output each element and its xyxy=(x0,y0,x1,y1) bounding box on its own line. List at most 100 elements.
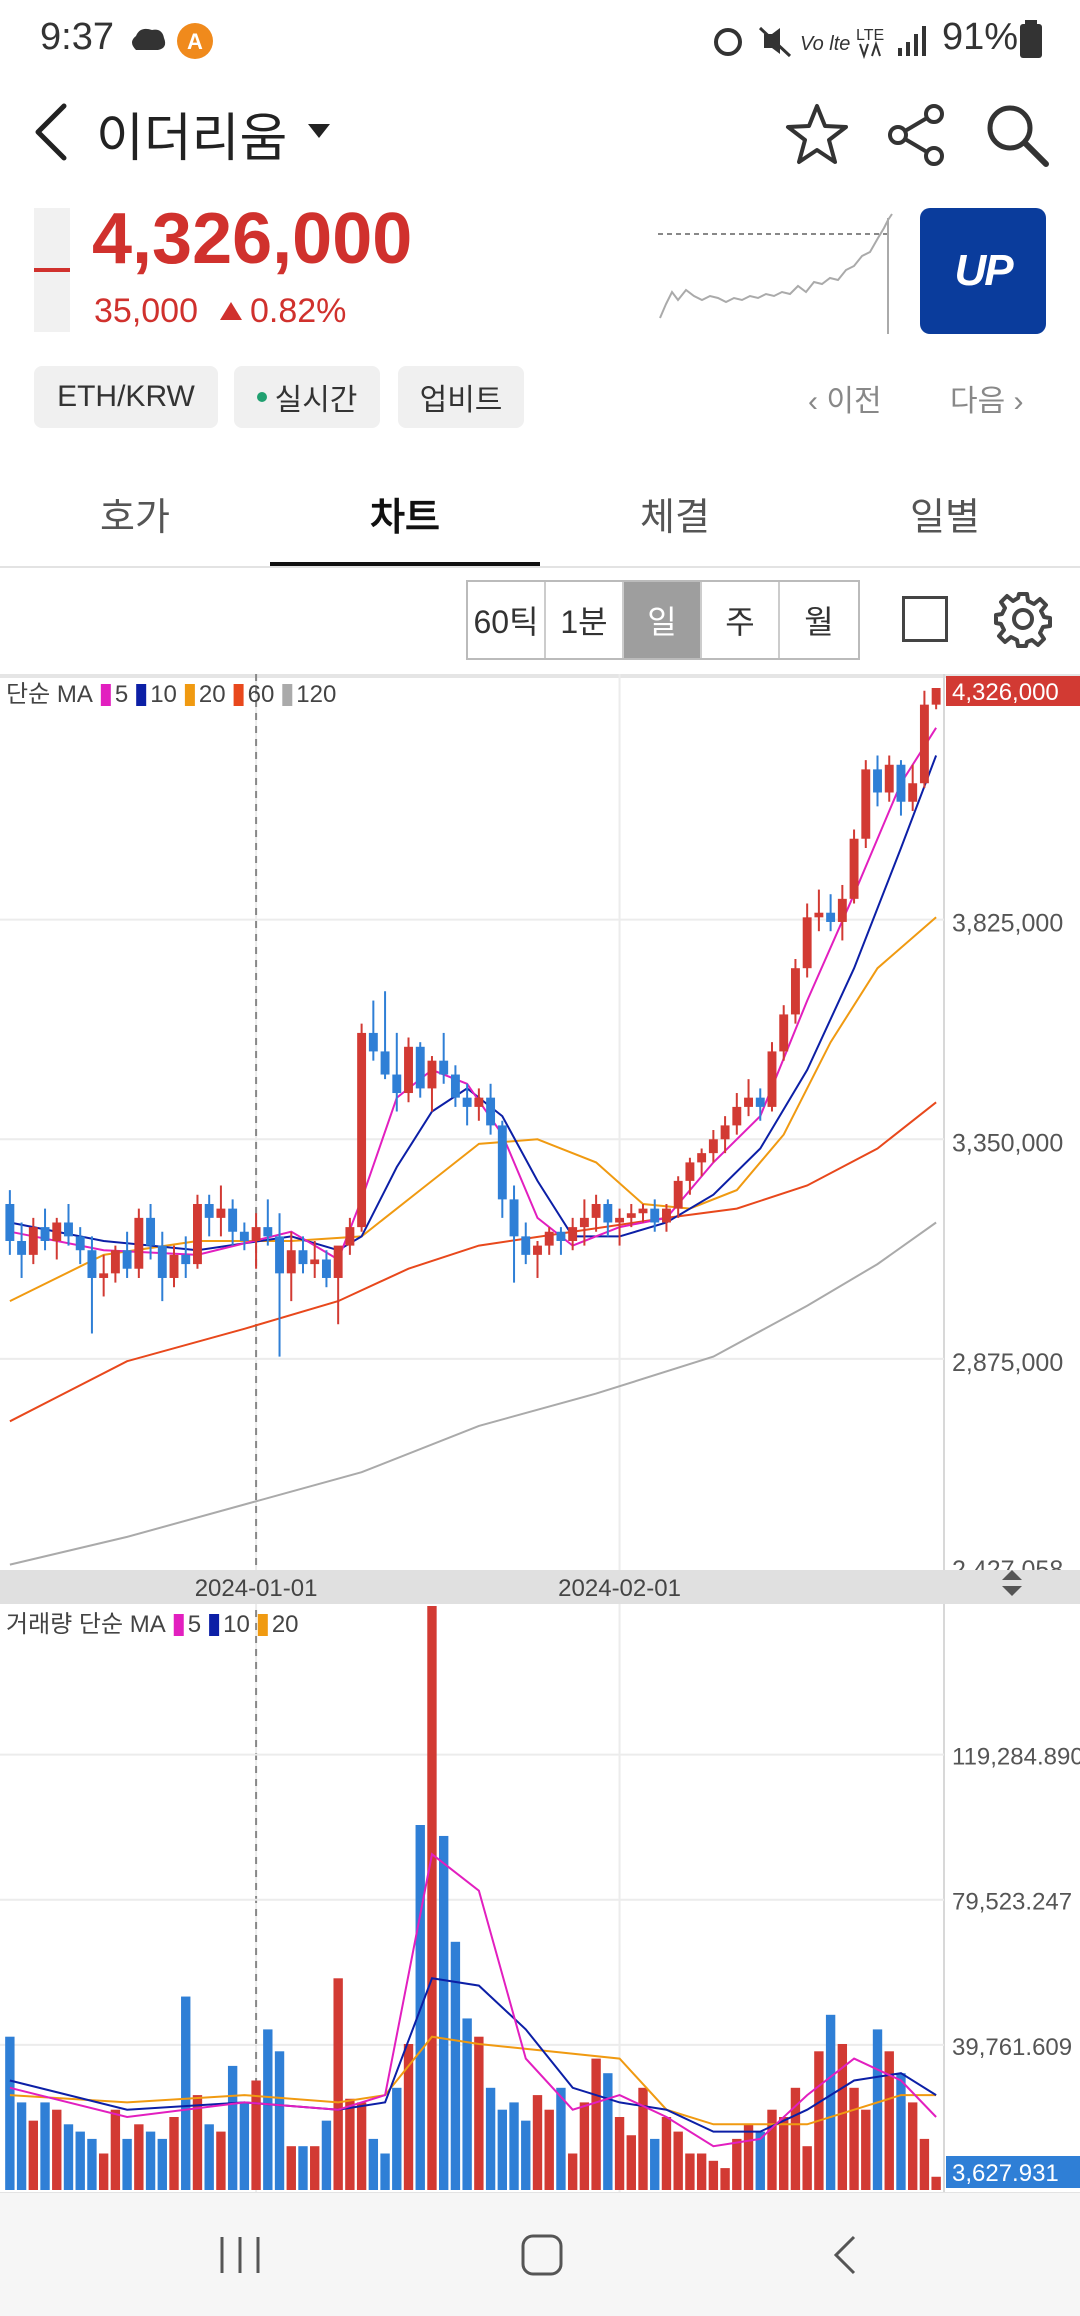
current-price-tag xyxy=(946,676,1080,706)
interval-selector: 60틱 1분 일 주 월 xyxy=(466,580,860,660)
volume-bar xyxy=(696,2153,707,2190)
fullscreen-square-icon[interactable] xyxy=(902,596,948,642)
volume-bar xyxy=(661,2117,672,2190)
volume-bar xyxy=(567,2153,578,2190)
tab-trades[interactable]: 체결 xyxy=(640,497,710,539)
candle-body xyxy=(708,1139,718,1154)
interval-day[interactable]: 일 xyxy=(624,582,702,658)
price-chart[interactable]: 3,825,0003,350,0002,875,0002,427,0582024… xyxy=(0,672,1080,2192)
candle-body xyxy=(169,1254,179,1278)
volume-bar xyxy=(169,2117,179,2190)
candle xyxy=(462,1083,472,1126)
recent-apps-icon[interactable] xyxy=(218,2235,262,2275)
volume-bar xyxy=(157,2138,167,2190)
dropdown-caret-icon[interactable] xyxy=(308,124,330,138)
candle-body xyxy=(286,1250,296,1274)
volume-bar xyxy=(544,2109,554,2190)
volume-bar xyxy=(743,2124,754,2190)
signal-icon xyxy=(898,48,902,56)
candle xyxy=(204,1194,214,1237)
tab-orderbook[interactable]: 호가 xyxy=(100,497,170,539)
candle xyxy=(181,1236,191,1278)
volume-bar xyxy=(462,2018,472,2190)
active-tab-indicator xyxy=(270,562,540,566)
price-legend-label: 단순 MA xyxy=(6,681,93,708)
interval-1min[interactable]: 1분 xyxy=(546,582,624,658)
volume-bar xyxy=(28,2120,39,2190)
candle-body xyxy=(533,1245,542,1255)
candle-body xyxy=(263,1227,273,1237)
candle-body xyxy=(615,1217,625,1223)
volume-bar xyxy=(145,2131,156,2190)
volume-bar xyxy=(403,2044,414,2190)
back-arrow-icon[interactable] xyxy=(30,100,74,164)
prev-label: 이전 xyxy=(826,385,882,418)
candle xyxy=(157,1231,167,1302)
candle-body xyxy=(861,769,871,839)
favorite-star-icon[interactable] xyxy=(782,100,852,170)
candle xyxy=(392,1032,402,1112)
tab-chart[interactable]: 차트 xyxy=(370,497,440,539)
volume-bar xyxy=(310,2146,320,2190)
tab-divider xyxy=(0,566,1080,568)
candle-body xyxy=(146,1217,156,1246)
candle-body xyxy=(802,917,812,969)
chart-top-border xyxy=(0,674,1080,678)
candle-body xyxy=(849,838,859,899)
legend-swatch xyxy=(100,684,111,706)
candle xyxy=(755,1088,765,1121)
volume-bar xyxy=(438,1835,449,2190)
volume-bar xyxy=(685,2153,695,2190)
candle xyxy=(708,1130,718,1163)
candle xyxy=(861,760,871,848)
battery-percent: 91% xyxy=(941,16,1018,58)
candle xyxy=(404,1037,413,1103)
chip-exchange[interactable]: 업비트 xyxy=(398,366,524,428)
candle xyxy=(345,1217,355,1255)
prev-button[interactable]: ‹ 이전 xyxy=(808,376,882,420)
volume-bar xyxy=(779,2117,789,2190)
next-button[interactable]: 다음 › xyxy=(950,376,1024,420)
candle-body xyxy=(345,1227,355,1246)
search-icon[interactable] xyxy=(982,100,1052,170)
date-strip xyxy=(0,1570,1080,1604)
resize-handle-icon[interactable] xyxy=(1002,1570,1022,1596)
chip-pair[interactable]: ETH/KRW xyxy=(34,366,218,428)
price-sparkline xyxy=(658,213,893,334)
candle xyxy=(509,1185,519,1283)
chip-realtime[interactable]: 실시간 xyxy=(234,366,380,428)
change-amount: 35,000 xyxy=(94,292,198,330)
candle xyxy=(849,829,859,904)
price-range-bar xyxy=(34,208,70,332)
candle xyxy=(64,1203,73,1246)
status-bar: 9:37 A Vo lte LTE 91% xyxy=(0,0,1080,80)
candle-body xyxy=(380,1051,390,1075)
home-icon[interactable] xyxy=(520,2233,564,2277)
candle-body xyxy=(544,1231,554,1246)
legend-item: 10 xyxy=(150,681,177,708)
candle xyxy=(779,1005,789,1061)
candle xyxy=(732,1093,742,1135)
candle xyxy=(497,1120,507,1218)
system-back-icon[interactable] xyxy=(830,2233,860,2277)
interval-month[interactable]: 월 xyxy=(804,604,834,640)
volume-bar xyxy=(931,2176,941,2190)
candle-body xyxy=(486,1097,496,1126)
candle xyxy=(263,1199,273,1246)
lte-icon: LTE xyxy=(856,27,884,44)
candle xyxy=(134,1208,144,1278)
legend-swatch xyxy=(173,1614,184,1636)
coin-title[interactable]: 이더리움 xyxy=(96,110,288,168)
volume-bar xyxy=(732,2138,742,2190)
candle-body xyxy=(64,1222,73,1237)
tab-daily[interactable]: 일별 xyxy=(910,497,980,539)
gear-icon[interactable] xyxy=(994,590,1052,648)
volume-bar xyxy=(837,2044,848,2190)
candle-body xyxy=(462,1097,472,1107)
interval-60tick[interactable]: 60틱 xyxy=(468,582,546,658)
candle-body xyxy=(884,764,894,793)
volume-bar xyxy=(380,2153,390,2190)
interval-week[interactable]: 주 xyxy=(702,582,780,658)
share-icon[interactable] xyxy=(882,100,952,170)
chevron-left-icon: ‹ xyxy=(808,385,818,418)
